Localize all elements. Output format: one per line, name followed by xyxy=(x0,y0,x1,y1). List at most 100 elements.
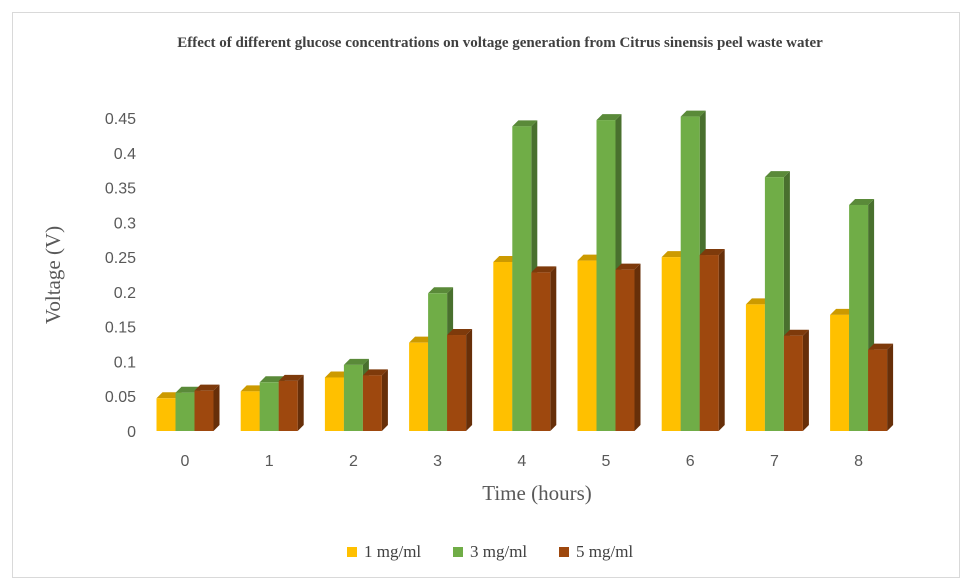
bar-front xyxy=(745,304,765,431)
legend-item: 1 mg/ml xyxy=(347,542,421,561)
bar-front xyxy=(409,342,429,431)
x-tick-label: 2 xyxy=(349,453,358,470)
x-tick-label: 5 xyxy=(602,453,611,470)
bar-side xyxy=(297,374,304,431)
bar-top xyxy=(493,255,519,262)
bar-side xyxy=(381,369,388,431)
bar-top xyxy=(278,374,304,381)
bar-top xyxy=(156,392,182,399)
bar-side xyxy=(466,329,473,431)
legend-label: 5 mg/ml xyxy=(576,542,633,561)
bar-top xyxy=(830,308,856,315)
bar-top xyxy=(362,369,388,376)
bar xyxy=(447,329,473,431)
bar-top xyxy=(409,336,435,343)
chart-title: Effect of different glucose concentratio… xyxy=(177,35,823,51)
bar-top xyxy=(661,251,687,258)
chart-frame xyxy=(12,12,960,578)
bar xyxy=(362,369,388,431)
bar-side xyxy=(802,329,809,431)
legend-swatch xyxy=(559,547,569,557)
bar-top xyxy=(680,110,706,117)
bar xyxy=(615,263,641,431)
bar xyxy=(764,171,790,431)
bar-top xyxy=(259,376,285,383)
bar xyxy=(783,329,809,431)
bar-side xyxy=(213,384,220,431)
x-tick-label: 1 xyxy=(265,453,274,470)
bar-top xyxy=(577,254,603,261)
legend: 1 mg/ml 3 mg/ml 5 mg/ml xyxy=(347,542,633,561)
bar-front xyxy=(764,177,784,431)
bar-front xyxy=(156,398,176,431)
bar-side xyxy=(718,249,725,431)
bar-top xyxy=(615,263,641,270)
y-axis-ticks: 0 0.05 0.1 0.15 0.2 0.25 0.3 0.35 0.4 0.45 xyxy=(105,111,136,441)
bar-front xyxy=(259,382,279,431)
legend-item: 5 mg/ml xyxy=(559,542,633,561)
bar-front xyxy=(577,260,597,431)
bar-top xyxy=(512,120,538,127)
bars xyxy=(156,110,894,431)
bar-top xyxy=(745,298,771,305)
bar-top xyxy=(428,287,454,294)
bar-top xyxy=(175,386,201,393)
bar xyxy=(699,249,725,431)
legend-swatch xyxy=(453,547,463,557)
y-tick-label: 0.05 xyxy=(105,389,136,406)
bar-front xyxy=(278,380,298,431)
legend-label: 1 mg/ml xyxy=(364,542,421,561)
bar-top xyxy=(764,171,790,178)
y-tick-label: 0.4 xyxy=(114,146,136,163)
legend-label: 3 mg/ml xyxy=(470,542,527,561)
x-axis-ticks: 0 1 2 3 4 5 6 7 8 xyxy=(181,453,864,470)
bar-front xyxy=(324,377,344,431)
bar-front xyxy=(830,314,850,431)
bar-side xyxy=(887,343,894,431)
x-tick-label: 6 xyxy=(686,453,695,470)
bar-top xyxy=(783,329,809,336)
bar xyxy=(194,384,220,431)
bar-front xyxy=(849,204,869,431)
legend-swatch xyxy=(347,547,357,557)
x-tick-label: 3 xyxy=(433,453,442,470)
bar-front xyxy=(512,126,532,431)
y-tick-label: 0.15 xyxy=(105,320,136,337)
y-tick-label: 0.3 xyxy=(114,215,136,232)
bar-front xyxy=(783,335,803,431)
bar-front xyxy=(493,261,513,431)
x-tick-label: 4 xyxy=(517,453,526,470)
bar-side xyxy=(550,266,557,431)
bar-top xyxy=(868,343,894,350)
bar-front xyxy=(362,375,382,431)
y-tick-label: 0.1 xyxy=(114,354,136,371)
bar-front xyxy=(194,390,214,431)
bar-top xyxy=(343,358,369,365)
bar-top xyxy=(531,266,557,273)
y-tick-label: 0.35 xyxy=(105,181,136,198)
bar-front xyxy=(240,391,260,431)
bar-top xyxy=(240,385,266,392)
bar-front xyxy=(447,335,467,431)
bar-front xyxy=(615,269,635,431)
y-tick-label: 0.2 xyxy=(114,285,136,302)
y-tick-label: 0 xyxy=(127,424,136,441)
legend-item: 3 mg/ml xyxy=(453,542,527,561)
y-axis-label: Voltage (V) xyxy=(41,226,65,324)
bar xyxy=(531,266,557,431)
bar-top xyxy=(699,249,725,256)
bar-top xyxy=(849,198,875,205)
bar-front xyxy=(868,349,888,431)
bar-front xyxy=(680,116,700,431)
x-axis-label: Time (hours) xyxy=(482,481,591,505)
y-tick-label: 0.45 xyxy=(105,111,136,128)
bar xyxy=(868,343,894,431)
bar-front xyxy=(699,255,719,431)
y-tick-label: 0.25 xyxy=(105,250,136,267)
bar-top xyxy=(324,371,350,378)
x-tick-label: 0 xyxy=(181,453,190,470)
bar-front xyxy=(661,257,681,431)
bar-top xyxy=(596,114,622,121)
bar-front xyxy=(175,392,195,431)
